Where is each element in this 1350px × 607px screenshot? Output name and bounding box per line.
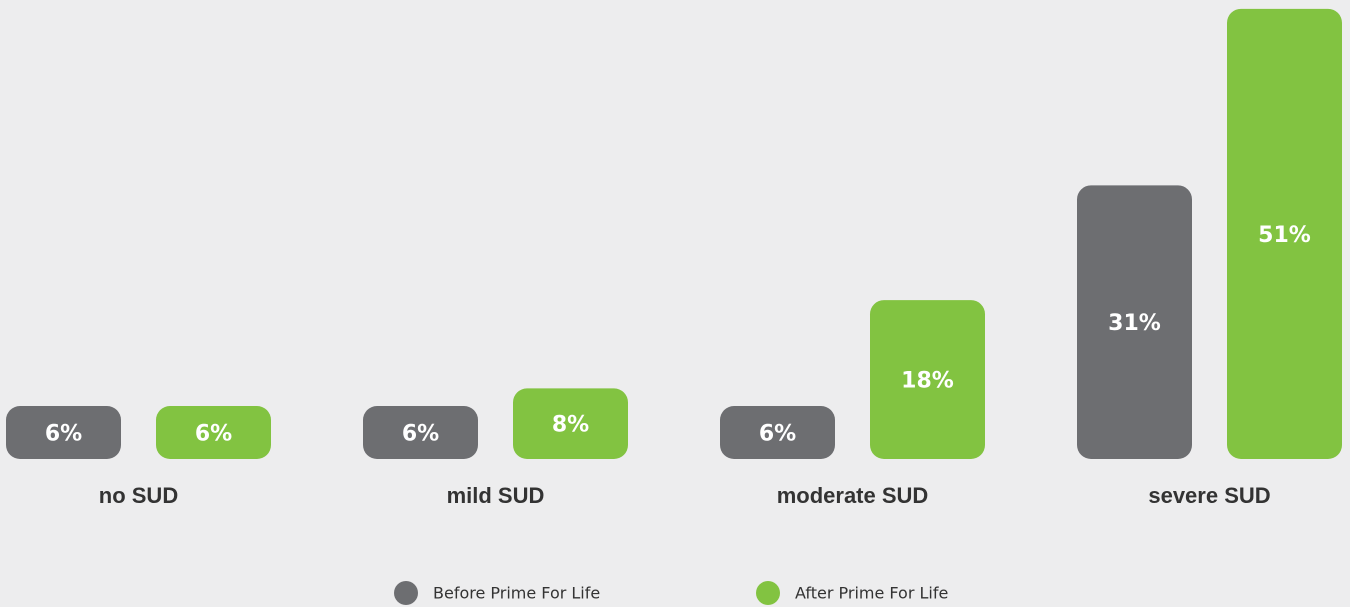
bar [870, 300, 985, 459]
value-label: 18% [901, 369, 954, 394]
value-label: 6% [45, 422, 82, 447]
bar [1077, 185, 1192, 459]
legend-swatch [394, 581, 418, 605]
legend-label: After Prime For Life [795, 584, 948, 603]
bar [513, 388, 628, 459]
x-tick-label: moderate SUD [777, 483, 929, 508]
legend-swatch [756, 581, 780, 605]
legend-label: Before Prime For Life [433, 584, 600, 603]
bar [720, 406, 835, 459]
x-tick-label: severe SUD [1148, 483, 1270, 508]
value-label: 51% [1258, 223, 1311, 248]
value-label: 8% [552, 413, 589, 438]
value-label: 6% [195, 422, 232, 447]
bar [1227, 8, 1342, 459]
x-tick-label: no SUD [99, 483, 178, 508]
value-label: 6% [402, 422, 439, 447]
value-label: 6% [759, 422, 796, 447]
bar [6, 406, 121, 459]
bar [363, 406, 478, 459]
bar [156, 406, 271, 459]
x-tick-label: mild SUD [447, 483, 545, 508]
value-label: 31% [1108, 311, 1161, 336]
